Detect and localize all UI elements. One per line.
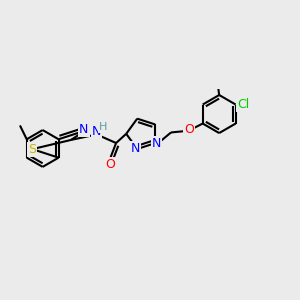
Text: N: N [92, 125, 101, 138]
Text: H: H [99, 122, 107, 132]
Text: O: O [105, 158, 115, 171]
Text: N: N [79, 123, 88, 136]
Text: Cl: Cl [237, 98, 249, 111]
Text: O: O [184, 123, 194, 136]
Text: S: S [28, 142, 36, 156]
Text: N: N [152, 137, 161, 150]
Text: N: N [131, 142, 140, 155]
